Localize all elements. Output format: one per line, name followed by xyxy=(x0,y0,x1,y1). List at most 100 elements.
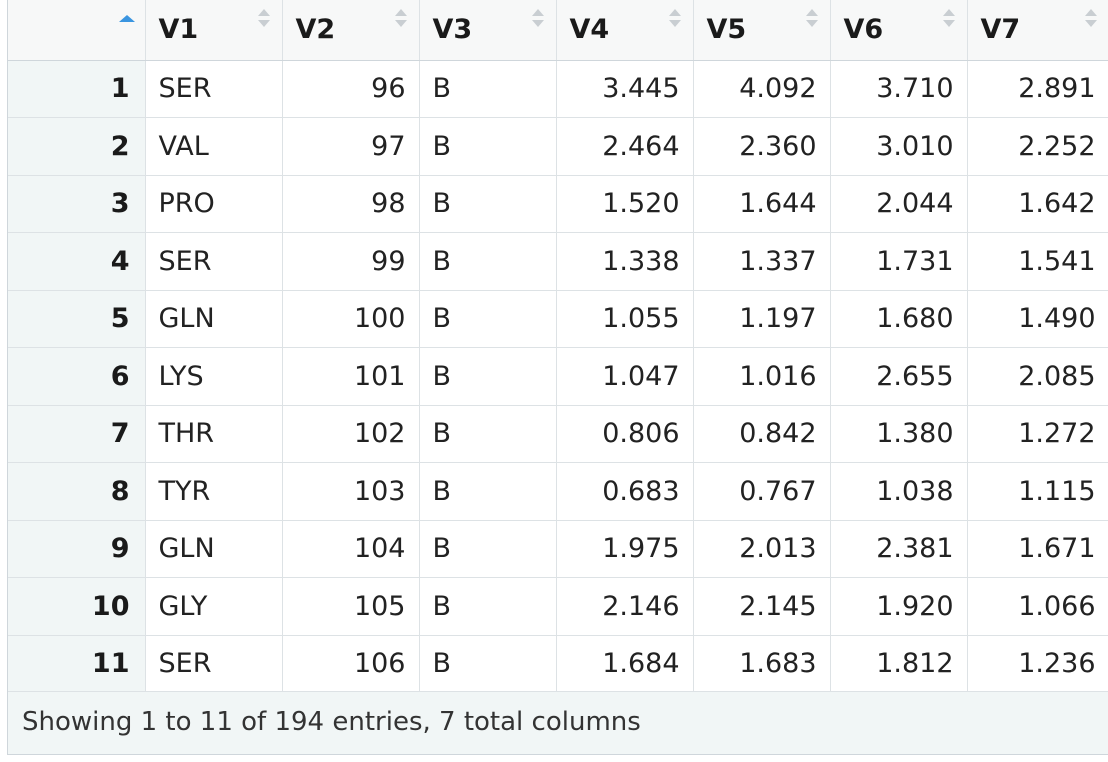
table-row: 11 SER 106 B 1.684 1.683 1.812 1.236 xyxy=(8,635,1108,693)
column-header-v4[interactable]: V4 xyxy=(556,0,694,61)
table-row: 10 GLY 105 B 2.146 2.145 1.920 1.066 xyxy=(8,577,1108,636)
cell-v7: 1.541 xyxy=(967,232,1108,291)
column-header-v3[interactable]: V3 xyxy=(419,0,557,61)
cell-v1: THR xyxy=(145,405,283,463)
cell-v5: 1.016 xyxy=(693,347,831,406)
cell-v5: 1.644 xyxy=(693,175,831,233)
cell-v4: 1.684 xyxy=(556,635,694,693)
cell-v2: 101 xyxy=(282,347,420,406)
cell-v6: 1.731 xyxy=(830,232,968,291)
header-row: V1 V2 V3 V4 V5 V6 V7 xyxy=(8,0,1108,61)
row-number: 2 xyxy=(8,117,146,176)
cell-v3: B xyxy=(419,520,557,578)
row-number: 5 xyxy=(8,290,146,348)
cell-v1: GLN xyxy=(145,290,283,348)
cell-v6: 1.038 xyxy=(830,462,968,521)
cell-v4: 1.338 xyxy=(556,232,694,291)
cell-v4: 2.464 xyxy=(556,117,694,176)
column-header-label: V3 xyxy=(432,14,473,45)
table-row: 2 VAL 97 B 2.464 2.360 3.010 2.252 xyxy=(8,117,1108,176)
cell-v7: 2.085 xyxy=(967,347,1108,406)
cell-v1: LYS xyxy=(145,347,283,406)
cell-v4: 1.047 xyxy=(556,347,694,406)
cell-v4: 0.683 xyxy=(556,462,694,521)
table-row: 5 GLN 100 B 1.055 1.197 1.680 1.490 xyxy=(8,290,1108,348)
cell-v5: 0.767 xyxy=(693,462,831,521)
sort-ascending-icon[interactable] xyxy=(118,15,135,22)
row-number: 6 xyxy=(8,347,146,406)
sort-unsorted-icon[interactable] xyxy=(668,9,681,31)
column-header-v1[interactable]: V1 xyxy=(145,0,283,61)
column-header-v2[interactable]: V2 xyxy=(282,0,420,61)
cell-v2: 105 xyxy=(282,577,420,636)
column-header-v5[interactable]: V5 xyxy=(693,0,831,61)
cell-v7: 1.490 xyxy=(967,290,1108,348)
cell-v5: 1.197 xyxy=(693,290,831,348)
table-body: 1 SER 96 B 3.445 4.092 3.710 2.891 2 VAL 97 B 2.464 2… xyxy=(8,60,1108,693)
cell-v5: 2.145 xyxy=(693,577,831,636)
sort-unsorted-icon[interactable] xyxy=(257,9,270,31)
row-number: 9 xyxy=(8,520,146,578)
cell-v5: 1.337 xyxy=(693,232,831,291)
cell-v7: 1.115 xyxy=(967,462,1108,521)
cell-v2: 100 xyxy=(282,290,420,348)
sort-unsorted-icon[interactable] xyxy=(942,9,955,31)
cell-v4: 1.975 xyxy=(556,520,694,578)
cell-v7: 1.066 xyxy=(967,577,1108,636)
cell-v6: 1.920 xyxy=(830,577,968,636)
cell-v6: 3.010 xyxy=(830,117,968,176)
cell-v6: 2.381 xyxy=(830,520,968,578)
cell-v2: 106 xyxy=(282,635,420,693)
row-number: 11 xyxy=(8,635,146,693)
row-number: 8 xyxy=(8,462,146,521)
cell-v2: 102 xyxy=(282,405,420,463)
table-row: 3 PRO 98 B 1.520 1.644 2.044 1.642 xyxy=(8,175,1108,233)
sort-unsorted-icon[interactable] xyxy=(805,9,818,31)
cell-v6: 2.655 xyxy=(830,347,968,406)
column-header-v6[interactable]: V6 xyxy=(830,0,968,61)
cell-v2: 96 xyxy=(282,60,420,118)
sort-unsorted-icon[interactable] xyxy=(531,9,544,31)
table-row: 4 SER 99 B 1.338 1.337 1.731 1.541 xyxy=(8,232,1108,291)
cell-v7: 2.252 xyxy=(967,117,1108,176)
column-header-label: V5 xyxy=(706,14,747,45)
column-header-label: V1 xyxy=(158,14,199,45)
cell-v3: B xyxy=(419,635,557,693)
cell-v2: 103 xyxy=(282,462,420,521)
cell-v3: B xyxy=(419,347,557,406)
column-header-label: V6 xyxy=(843,14,884,45)
table-row: 1 SER 96 B 3.445 4.092 3.710 2.891 xyxy=(8,60,1108,118)
cell-v7: 1.236 xyxy=(967,635,1108,693)
data-viewer: V1 V2 V3 V4 V5 V6 V7 1 SER 96 B 3.445 4.092 3.710 2.8… xyxy=(7,0,1108,755)
cell-v4: 1.520 xyxy=(556,175,694,233)
column-header-v7[interactable]: V7 xyxy=(967,0,1108,61)
cell-v6: 1.812 xyxy=(830,635,968,693)
cell-v5: 2.013 xyxy=(693,520,831,578)
row-number: 1 xyxy=(8,60,146,118)
column-header-label: V7 xyxy=(980,14,1021,45)
column-header-label: V4 xyxy=(569,14,610,45)
cell-v7: 1.642 xyxy=(967,175,1108,233)
column-header-row-number[interactable] xyxy=(8,0,146,61)
cell-v2: 104 xyxy=(282,520,420,578)
table-row: 8 TYR 103 B 0.683 0.767 1.038 1.115 xyxy=(8,462,1108,521)
cell-v4: 2.146 xyxy=(556,577,694,636)
cell-v4: 1.055 xyxy=(556,290,694,348)
cell-v5: 0.842 xyxy=(693,405,831,463)
cell-v3: B xyxy=(419,232,557,291)
cell-v3: B xyxy=(419,290,557,348)
entries-status: Showing 1 to 11 of 194 entries, 7 total … xyxy=(22,707,641,737)
cell-v5: 2.360 xyxy=(693,117,831,176)
row-number: 10 xyxy=(8,577,146,636)
cell-v1: VAL xyxy=(145,117,283,176)
cell-v1: PRO xyxy=(145,175,283,233)
sort-unsorted-icon[interactable] xyxy=(394,9,407,31)
cell-v2: 97 xyxy=(282,117,420,176)
cell-v3: B xyxy=(419,175,557,233)
cell-v5: 4.092 xyxy=(693,60,831,118)
cell-v3: B xyxy=(419,117,557,176)
cell-v3: B xyxy=(419,60,557,118)
cell-v1: GLY xyxy=(145,577,283,636)
sort-unsorted-icon[interactable] xyxy=(1084,9,1097,31)
cell-v5: 1.683 xyxy=(693,635,831,693)
